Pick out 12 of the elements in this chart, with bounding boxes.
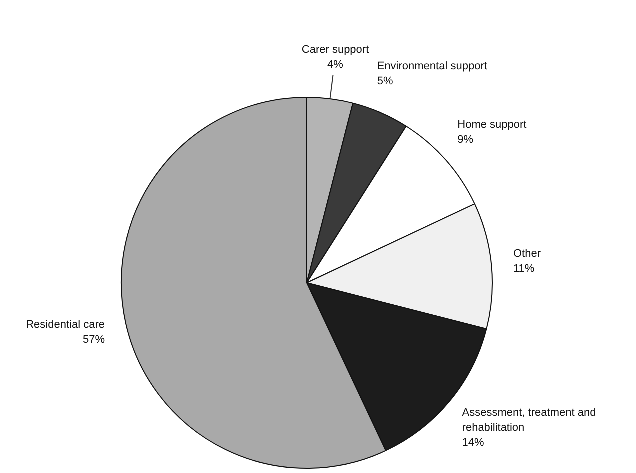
slice-label: Residential care — [26, 319, 105, 332]
slice-label: Environmental support — [377, 60, 488, 73]
data-label: 4% — [328, 58, 344, 71]
slice-label: Assessment, treatment and rehabilitation — [462, 407, 596, 434]
data-label: 5% — [377, 76, 394, 88]
data-label: 9% — [458, 134, 474, 146]
slice-label: Carer support — [302, 44, 370, 56]
data-label: 11% — [513, 263, 535, 276]
data-label: 14% — [462, 437, 485, 450]
slice-label: Other — [513, 248, 542, 260]
data-label: 57% — [82, 334, 106, 346]
slice-label: Home support — [458, 119, 527, 132]
